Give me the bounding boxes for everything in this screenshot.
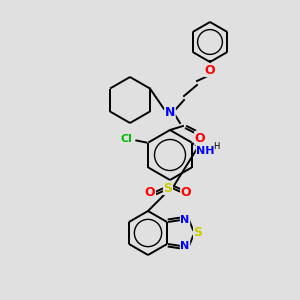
Text: N: N [180,241,190,251]
Text: H: H [214,142,220,151]
Text: S: S [164,182,172,194]
Text: O: O [195,131,205,145]
Text: O: O [181,185,191,199]
Text: O: O [145,185,155,199]
Text: Cl: Cl [120,134,132,143]
Text: N: N [165,106,175,118]
Text: O: O [205,64,215,76]
Text: N: N [180,215,190,225]
Text: S: S [194,226,202,239]
Text: NH: NH [196,146,215,155]
